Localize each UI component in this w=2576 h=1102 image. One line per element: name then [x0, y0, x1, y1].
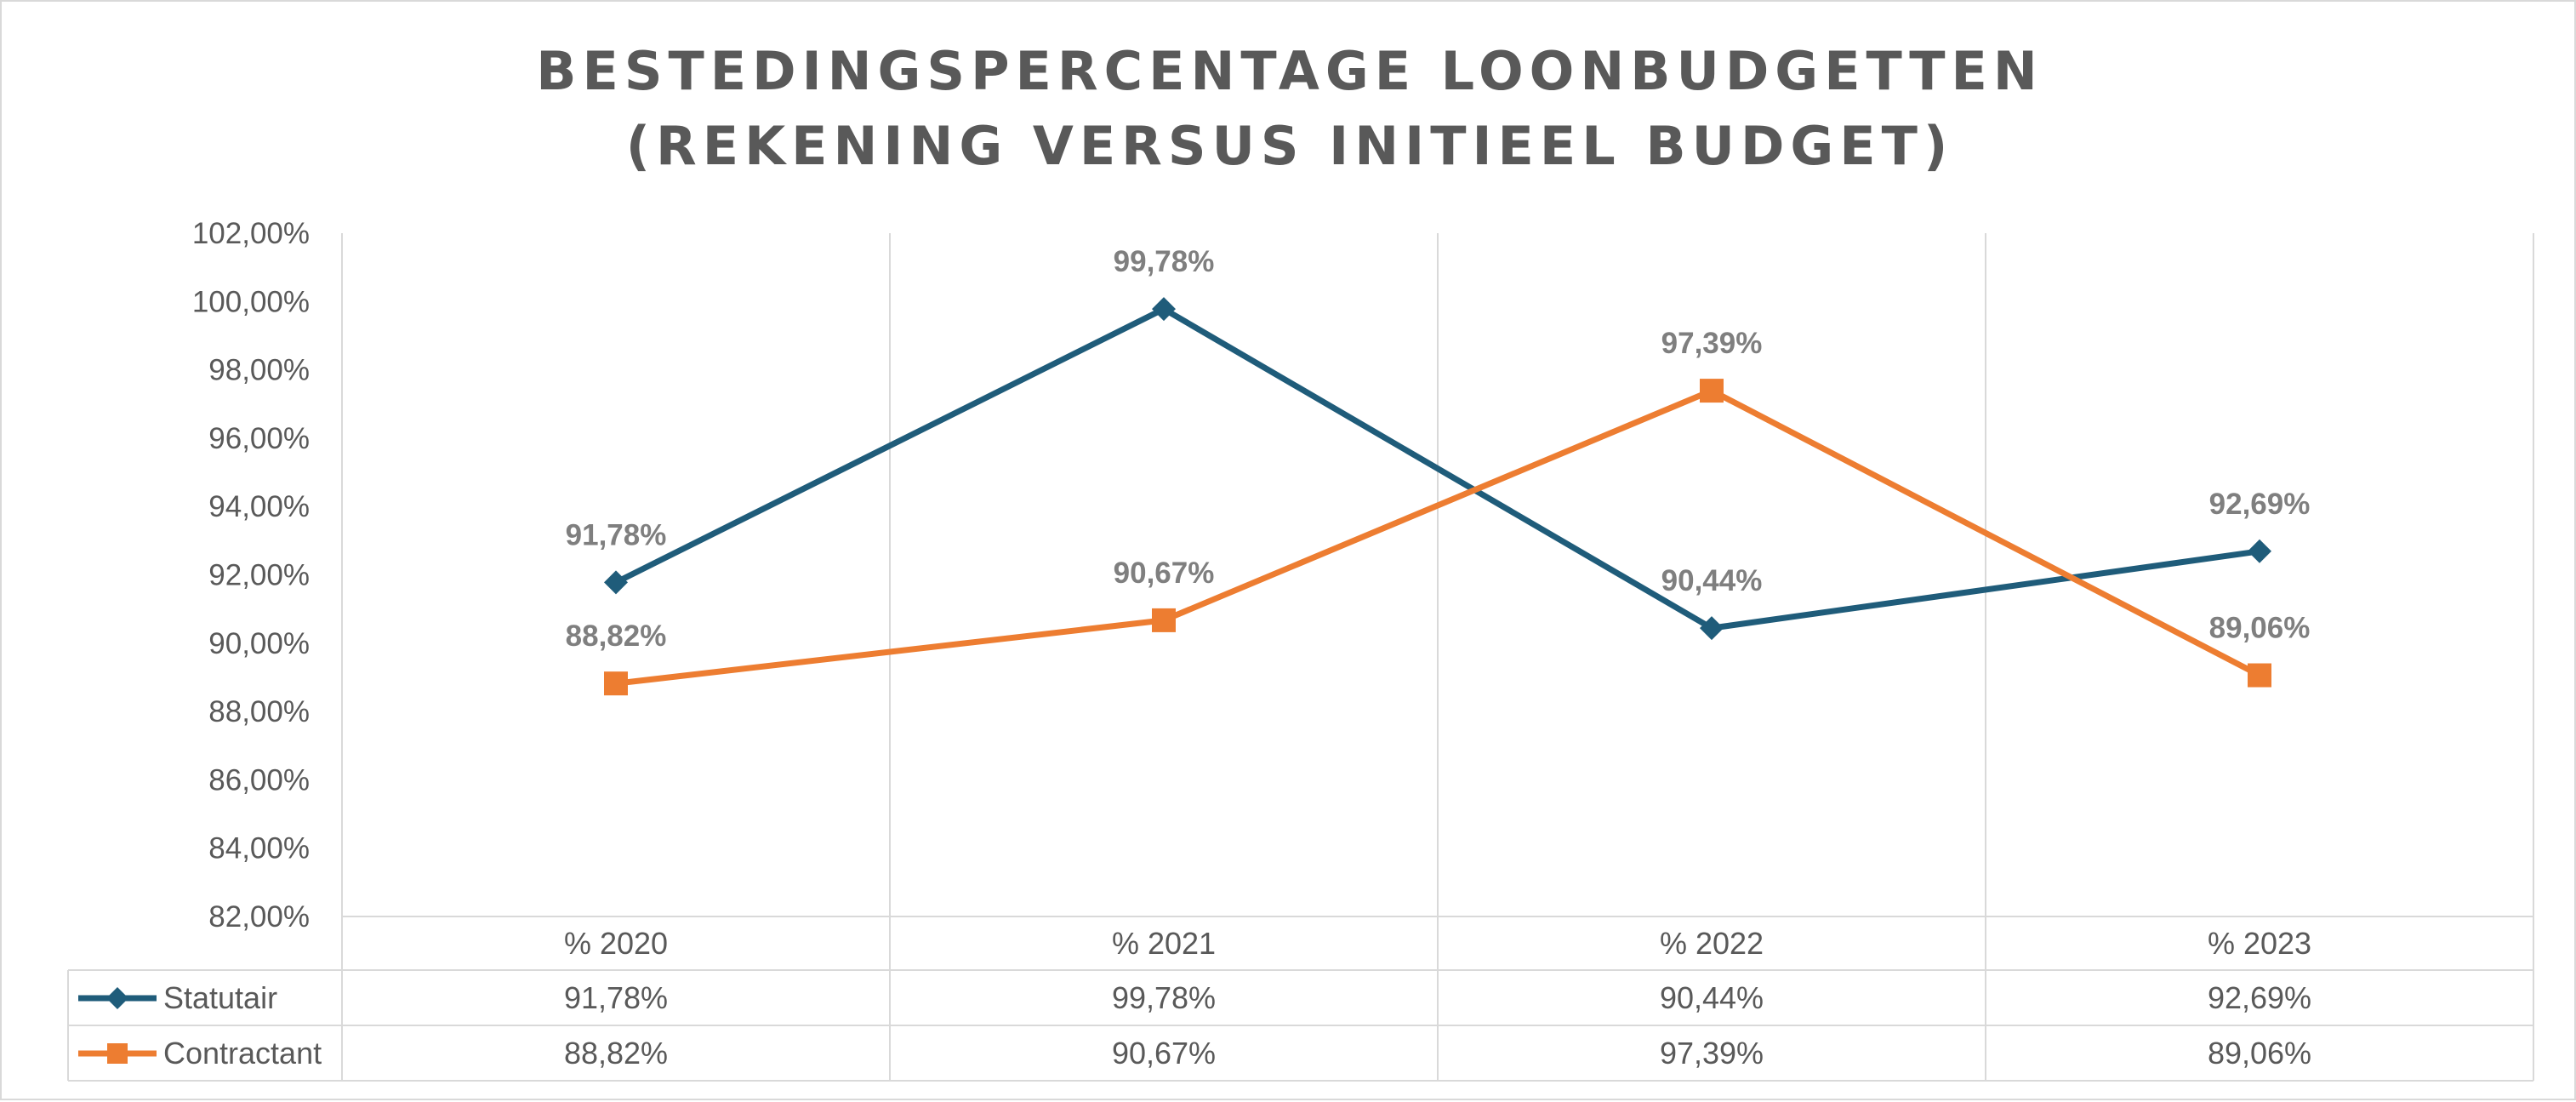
y-tick-label: 98,00% [208, 354, 310, 387]
legend-series-name: Statutair [163, 980, 277, 1015]
series-line-contractant [615, 387, 2261, 687]
data-point-square [2248, 663, 2271, 688]
legend-key-diamond [106, 987, 128, 1009]
table-cell-value: 91,78% [564, 980, 668, 1015]
data-point-square [604, 671, 628, 696]
category-label: % 2020 [564, 926, 668, 961]
data-label: 90,44% [1661, 564, 1763, 597]
y-tick-label: 96,00% [208, 422, 310, 455]
data-table: % 2020 % 2021 % 2022 % 2023 Statutair 91,78% 9… [78, 926, 2311, 1071]
data-point-diamond [1700, 616, 1724, 641]
chart-title-line-1: BESTEDINGSPERCENTAGE LOONBUDGETTEN [536, 40, 2043, 102]
data-labels: 91,78% 99,78% 90,44% 92,69% 88,82% 90,67% 97,3… [566, 245, 2311, 653]
table-cell-value: 88,82% [564, 1036, 668, 1071]
legend-series-name: Contractant [163, 1036, 322, 1071]
y-tick-label: 102,00% [192, 217, 310, 250]
y-axis-ticks: 102,00% 100,00% 98,00% 96,00% 94,00% 92,00% 90… [192, 217, 310, 934]
data-point-square [1152, 608, 1176, 632]
series-layer [604, 297, 2271, 696]
table-cell-value: 92,69% [2208, 980, 2311, 1015]
data-label: 97,39% [1661, 327, 1763, 360]
category-label: % 2022 [1660, 926, 1764, 961]
table-cell-value: 97,39% [1660, 1036, 1764, 1071]
data-point-diamond [604, 570, 628, 595]
y-tick-label: 90,00% [208, 627, 310, 660]
category-label: % 2021 [1112, 926, 1216, 961]
table-cell-value: 90,67% [1112, 1036, 1216, 1071]
data-label: 90,67% [1114, 557, 1215, 590]
y-tick-label: 88,00% [208, 695, 310, 728]
data-point-square [1700, 379, 1724, 403]
category-label: % 2023 [2208, 926, 2311, 961]
data-label: 92,69% [2209, 488, 2311, 521]
y-tick-label: 94,00% [208, 490, 310, 523]
table-cell-value: 99,78% [1112, 980, 1216, 1015]
data-label: 91,78% [566, 518, 667, 551]
table-cell-value: 89,06% [2208, 1036, 2311, 1071]
y-tick-label: 92,00% [208, 559, 310, 592]
y-tick-label: 84,00% [208, 832, 310, 865]
table-cell-value: 90,44% [1660, 980, 1764, 1015]
data-point-diamond [2248, 539, 2271, 563]
legend-key-square [107, 1043, 128, 1064]
series-line-statutair [614, 305, 2260, 631]
data-label: 89,06% [2209, 612, 2311, 645]
y-tick-label: 100,00% [192, 285, 310, 318]
y-tick-label: 86,00% [208, 763, 310, 797]
y-tick-label: 82,00% [208, 900, 310, 934]
data-label: 88,82% [566, 620, 667, 653]
grid-layer [67, 233, 2534, 1082]
data-label: 99,78% [1114, 245, 1215, 278]
data-point-diamond [1152, 297, 1176, 322]
chart-title-line-2: (REKENING VERSUS INITIEEL BUDGET) [626, 115, 1954, 177]
